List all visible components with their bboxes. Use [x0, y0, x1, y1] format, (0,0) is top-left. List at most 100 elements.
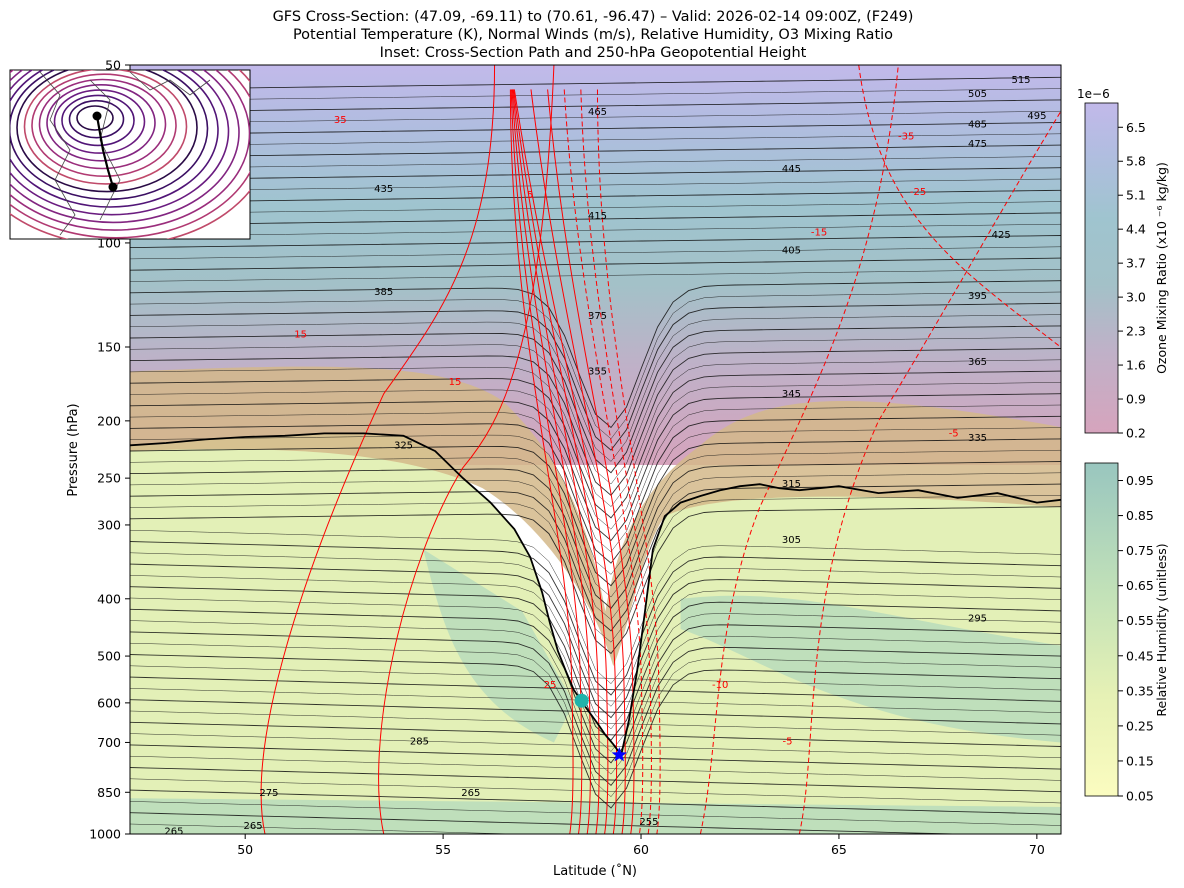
theta-contour [130, 676, 1061, 702]
theta-contour [130, 472, 1061, 620]
theta-contour [130, 280, 1061, 429]
tropopause-line [130, 432, 1061, 758]
theta-label: 385 [374, 287, 393, 298]
wind-contours [260, 65, 1061, 834]
theta-label: 515 [1011, 75, 1030, 86]
theta-contour [130, 688, 1061, 713]
inset-contour [16, 70, 198, 193]
theta-contour [130, 812, 1061, 834]
theta-contour [130, 744, 1061, 770]
wind-contour [547, 89, 635, 834]
x-tick-label: 70 [1029, 842, 1045, 857]
theta-label: 275 [259, 788, 278, 799]
theta-contour [130, 393, 1061, 542]
theta-label: 505 [968, 89, 987, 100]
theta-label: 395 [968, 291, 987, 302]
ozone-colorbar-label: Ozone Mixing Ratio (x10 ⁻⁶ kg/kg) [1154, 162, 1169, 374]
wind-label: -15 [811, 228, 827, 239]
theta-contour [130, 314, 1061, 462]
theta-label: 355 [588, 367, 607, 378]
theta-contour [130, 257, 1061, 271]
theta-contour [130, 122, 1061, 136]
theta-contour [130, 404, 1061, 553]
y-tick-label: 50 [105, 58, 121, 73]
y-tick-label: 150 [97, 340, 121, 355]
dot-marker [574, 693, 589, 708]
theta-contour [130, 438, 1061, 587]
inset-contour [10, 70, 219, 208]
theta-contour [130, 461, 1061, 609]
star-marker [611, 747, 627, 762]
colorbar-tick-label: 0.2 [1126, 426, 1146, 441]
theta-labels: 5155054954854854754654454354254154053953… [164, 75, 1046, 837]
y-tick-label: 850 [97, 785, 121, 800]
y-tick-label: 300 [97, 517, 121, 532]
theta-contour [130, 235, 1061, 249]
theta-label: 445 [782, 164, 801, 175]
colorbar-tick-label: 0.9 [1126, 392, 1146, 407]
colorbar-tick-label: 0.55 [1126, 613, 1154, 628]
theta-contour [130, 449, 1061, 598]
inset-contour [10, 70, 240, 224]
wind-contour [596, 89, 661, 834]
theta-contour [130, 246, 1061, 260]
inset-contour [10, 70, 209, 201]
theta-label: 315 [782, 479, 801, 490]
inset-height-contours [10, 70, 250, 239]
theta-label: 415 [588, 211, 607, 222]
colorbar-tick-label: 0.15 [1126, 753, 1154, 768]
theta-label: 435 [374, 184, 393, 195]
theta-contour [130, 189, 1061, 203]
wind-label: -5 [949, 428, 959, 439]
theta-contour [130, 348, 1061, 496]
theta-contour [130, 529, 1061, 685]
wind-label: -35 [898, 131, 914, 142]
theta-contour [130, 665, 1061, 691]
inset-path-line [95, 115, 115, 188]
colorbar-tick-label: 0.95 [1126, 473, 1154, 488]
wind-contour [511, 89, 591, 834]
theta-label: 405 [782, 246, 801, 257]
wind-contour [510, 89, 583, 834]
wind-label: 15 [294, 330, 307, 341]
theta-contour [130, 88, 1061, 101]
plot-area: 5155054954854854754654454354254154053953… [130, 65, 1061, 837]
theta-label: 265 [164, 826, 183, 837]
x-tick-label: 50 [237, 842, 253, 857]
theta-label: 305 [782, 535, 801, 546]
inset-contour [23, 70, 188, 185]
wind-label: -5 [783, 736, 793, 747]
theta-contour [130, 359, 1061, 507]
colorbar-tick-label: 3.7 [1126, 256, 1146, 271]
wind-label: 5 [527, 190, 533, 201]
theta-contour [130, 654, 1061, 809]
wind-label: 15 [449, 377, 462, 388]
inset-contour [61, 94, 135, 147]
colorbar-tick-label: 0.45 [1126, 648, 1154, 663]
theta-label: 285 [410, 737, 429, 748]
theta-label: 265 [244, 821, 263, 832]
y-tick-label: 1000 [89, 827, 121, 842]
markers [574, 693, 627, 762]
theta-contour [130, 382, 1061, 530]
theta-label: 495 [1027, 111, 1046, 122]
wind-contour [798, 111, 1061, 834]
y-tick-label: 600 [97, 695, 121, 710]
rh-colorbar: 0.95 0.85 0.75 0.65 0.55 0.45 0.35 0.25 0.15 0.05… [1084, 462, 1169, 804]
ozone-colorbar: 6.5 5.8 5.1 4.4 3.7 3.0 2.3 1.6 0.9 0.2 1e−6 Ozon… [1077, 87, 1169, 441]
theta-contour [130, 370, 1061, 519]
theta-contour [130, 99, 1061, 113]
colorbar-tick-label: 1.6 [1126, 358, 1146, 373]
theta-contour [130, 608, 1061, 764]
inset-end-point [108, 182, 118, 192]
theta-contour [130, 597, 1061, 752]
inset-contour [10, 70, 250, 239]
theta-contour [130, 699, 1061, 725]
inset-contour [68, 99, 125, 139]
colorbar-tick-label: 0.75 [1126, 543, 1154, 558]
theta-contour [130, 495, 1061, 643]
wind-contour [512, 89, 600, 834]
x-tick-label: 55 [435, 842, 451, 857]
title-line-1: GFS Cross-Section: (47.09, -69.11) to (7… [273, 9, 914, 25]
